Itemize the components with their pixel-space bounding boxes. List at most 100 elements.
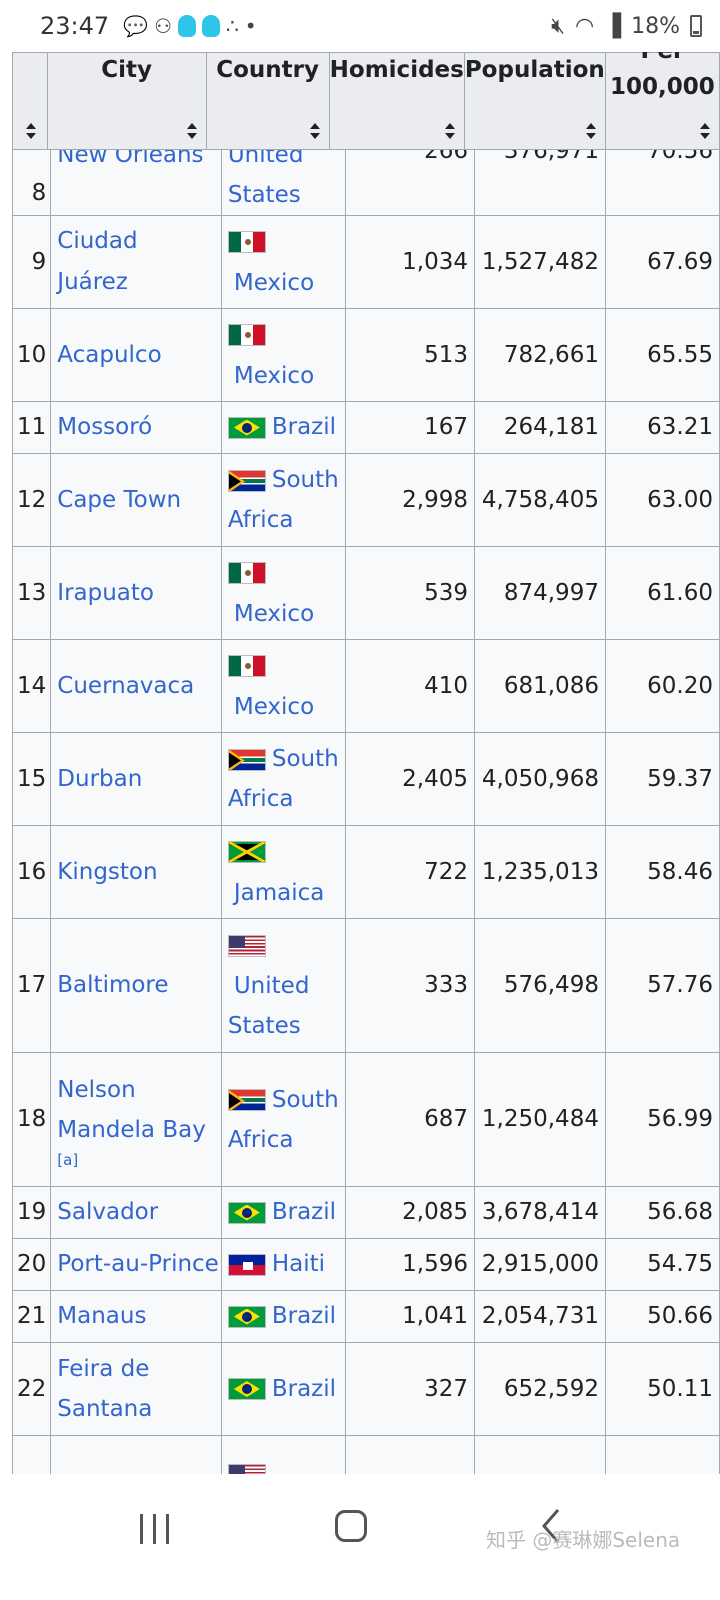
city-link[interactable]: Cape Town <box>57 486 182 513</box>
city-cell: Cuernavaca <box>50 639 222 733</box>
mexico-flag-icon <box>227 231 266 253</box>
header-rank[interactable] <box>12 52 48 150</box>
population-cell: 4,758,405 <box>474 453 606 547</box>
country-link[interactable]: States <box>227 182 301 208</box>
header-population[interactable]: Population <box>463 52 606 150</box>
country-link[interactable]: Africa <box>227 1126 294 1153</box>
sort-icon[interactable] <box>444 123 456 139</box>
home-button[interactable] <box>335 1510 367 1542</box>
city-link[interactable]: Baltimore <box>57 972 169 998</box>
city-link[interactable]: Ciudad Juárez <box>57 228 138 295</box>
sort-icon[interactable] <box>700 123 711 139</box>
city-link[interactable]: Manaus <box>57 1303 147 1329</box>
recent-apps-button[interactable] <box>140 1514 172 1544</box>
rank-cell: 20 <box>12 1238 52 1291</box>
country-link[interactable]: Mexico <box>233 269 315 296</box>
back-button[interactable] <box>540 1508 562 1544</box>
country-link[interactable]: South <box>271 467 339 493</box>
city-link[interactable]: Durban <box>57 765 143 792</box>
rate-cell: 63.21 <box>604 401 720 454</box>
table-row: 10 Acapulco Mexico 513 782,661 65.55 <box>12 308 720 402</box>
more-dot-icon: • <box>244 14 257 38</box>
country-cell: Brazil <box>220 1186 347 1239</box>
country-cell: United States <box>220 918 347 1053</box>
table-row: 22 Feira de Santana Brazil 327 652,592 5… <box>12 1342 720 1436</box>
rank-cell: 10 <box>12 308 52 402</box>
country-link[interactable]: Brazil <box>271 1375 337 1402</box>
signal-icon: ▐ <box>604 13 622 39</box>
rank-cell: 16 <box>12 825 52 919</box>
rate-cell: 58.46 <box>604 825 720 919</box>
country-link[interactable]: Brazil <box>271 414 337 440</box>
country-cell: South Africa <box>220 453 347 547</box>
country-link[interactable]: Brazil <box>271 1303 337 1329</box>
country-link[interactable]: Haiti <box>271 1251 326 1277</box>
qq-icon <box>178 15 197 37</box>
wechat-icon: ⚇ <box>154 14 173 38</box>
header-city[interactable]: City <box>46 52 207 150</box>
country-link[interactable]: Mexico <box>233 693 315 720</box>
city-link[interactable]: Nelson <box>57 1076 136 1103</box>
city-link[interactable]: Salvador <box>57 1199 159 1225</box>
header-country[interactable]: Country <box>205 52 330 150</box>
country-cell: South Africa <box>220 1052 347 1187</box>
city-link[interactable]: Mandela Bay <box>57 1116 206 1143</box>
rate-cell: 57.76 <box>604 918 720 1053</box>
city-link[interactable]: Santana <box>57 1396 153 1422</box>
city-link[interactable]: Cuernavaca <box>57 672 195 699</box>
country-link[interactable]: Africa <box>227 507 294 533</box>
country-link[interactable]: Mexico <box>233 600 315 627</box>
homicides-cell: 2,405 <box>345 732 475 826</box>
city-link[interactable]: Port-au-Prince <box>57 1251 219 1277</box>
jamaica-flag-icon <box>227 841 266 863</box>
rank-cell: 12 <box>12 453 52 547</box>
rank-cell: 22 <box>12 1342 52 1436</box>
sort-icon[interactable] <box>585 123 597 139</box>
rank-cell: 14 <box>12 639 52 733</box>
table-scroll-area[interactable]: 8 New Orleans United States 266 376,971 … <box>12 52 720 1474</box>
rank-cell <box>12 1435 52 1474</box>
rate-cell: 50.66 <box>604 1290 720 1343</box>
city-link[interactable]: Feira de <box>57 1356 150 1382</box>
table-row: 11 Mossoró Brazil 167 264,181 63.21 <box>12 401 720 454</box>
footnote-link[interactable]: [a] <box>57 1150 79 1169</box>
city-cell: Salvador <box>50 1186 222 1239</box>
city-cell: Irapuato <box>50 546 222 640</box>
city-cell: Cape Town <box>50 453 222 547</box>
sort-icon[interactable] <box>309 123 321 139</box>
sort-icon[interactable] <box>186 123 198 139</box>
country-link[interactable]: Mexico <box>233 362 315 389</box>
qq-icon <box>202 15 221 37</box>
population-cell <box>474 1435 606 1474</box>
city-link[interactable]: Kingston <box>57 858 158 885</box>
homicides-cell: 513 <box>345 308 475 402</box>
table-row: 16 Kingston Jamaica 722 1,235,013 58.46 <box>12 825 720 919</box>
country-link[interactable]: Africa <box>227 786 294 812</box>
city-link[interactable]: Mossoró <box>57 414 153 440</box>
header-homicides[interactable]: Homicides <box>328 52 465 150</box>
homicide-table: 8 New Orleans United States 266 376,971 … <box>12 52 720 1474</box>
country-link[interactable]: United <box>233 973 310 999</box>
country-link[interactable]: South <box>271 1086 339 1113</box>
population-cell: 3,678,414 <box>474 1186 606 1239</box>
city-link[interactable]: Irapuato <box>57 579 154 606</box>
rate-cell: 50.11 <box>604 1342 720 1436</box>
city-cell: Acapulco <box>50 308 222 402</box>
country-link[interactable]: Brazil <box>271 1199 337 1225</box>
header-rate[interactable]: Per 100,000 <box>604 38 720 150</box>
city-link[interactable]: Acapulco <box>57 341 162 368</box>
country-cell <box>220 1435 347 1474</box>
city-cell: Durban <box>50 732 222 826</box>
table-row: 9 Ciudad Juárez Mexico 1,034 1,527,482 6… <box>12 215 720 309</box>
clock: 23:47 <box>40 12 110 40</box>
country-link[interactable]: Jamaica <box>233 879 325 906</box>
homicides-cell: 410 <box>345 639 475 733</box>
rate-cell: 59.37 <box>604 732 720 826</box>
country-link[interactable]: States <box>227 1013 301 1039</box>
table-row: 13 Irapuato Mexico 539 874,997 61.60 <box>12 546 720 640</box>
brazil-flag-icon <box>227 416 266 439</box>
message-bubble-icon: 💬 <box>123 14 149 38</box>
sort-icon[interactable] <box>25 123 37 139</box>
country-link[interactable]: South <box>271 746 339 772</box>
population-cell: 681,086 <box>474 639 606 733</box>
